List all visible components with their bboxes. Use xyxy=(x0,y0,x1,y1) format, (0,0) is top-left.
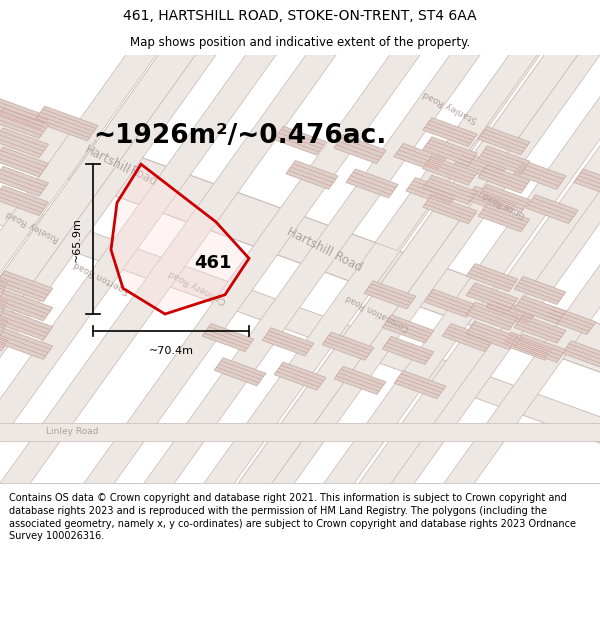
Polygon shape xyxy=(274,362,326,390)
Polygon shape xyxy=(325,0,600,541)
Text: Coronation Road: Coronation Road xyxy=(345,292,411,332)
Polygon shape xyxy=(169,0,575,541)
Text: 461: 461 xyxy=(194,254,232,272)
Polygon shape xyxy=(0,0,251,541)
Polygon shape xyxy=(364,281,416,309)
Polygon shape xyxy=(478,184,530,213)
Polygon shape xyxy=(514,315,566,343)
Polygon shape xyxy=(544,306,596,334)
Polygon shape xyxy=(229,0,600,541)
Text: Road: Road xyxy=(128,164,160,189)
Polygon shape xyxy=(0,290,53,321)
Polygon shape xyxy=(394,143,446,172)
Text: Hartshill Road: Hartshill Road xyxy=(284,225,364,274)
Polygon shape xyxy=(423,175,477,204)
Polygon shape xyxy=(346,169,398,198)
Polygon shape xyxy=(466,302,518,330)
Polygon shape xyxy=(49,0,455,541)
Polygon shape xyxy=(334,135,386,164)
Text: Grice Road: Grice Road xyxy=(481,191,527,219)
Polygon shape xyxy=(454,152,506,181)
Text: ~70.4m: ~70.4m xyxy=(148,346,193,356)
Polygon shape xyxy=(514,161,566,189)
Polygon shape xyxy=(286,161,338,189)
Polygon shape xyxy=(574,169,600,198)
Polygon shape xyxy=(204,0,600,541)
Text: Riseley Road: Riseley Road xyxy=(5,209,61,244)
Polygon shape xyxy=(466,321,518,349)
Polygon shape xyxy=(0,309,53,340)
Polygon shape xyxy=(0,186,49,216)
Polygon shape xyxy=(202,324,254,352)
Polygon shape xyxy=(502,332,554,360)
Polygon shape xyxy=(514,296,566,324)
Text: Egerton Road: Egerton Road xyxy=(73,260,131,296)
Polygon shape xyxy=(514,276,566,304)
Polygon shape xyxy=(466,283,518,311)
Polygon shape xyxy=(0,0,191,541)
Polygon shape xyxy=(274,126,326,155)
Text: Linley Road: Linley Road xyxy=(46,428,98,436)
Polygon shape xyxy=(0,301,11,332)
Polygon shape xyxy=(478,126,530,155)
Polygon shape xyxy=(382,315,434,343)
Polygon shape xyxy=(0,166,49,196)
Polygon shape xyxy=(0,98,50,132)
Polygon shape xyxy=(111,164,249,314)
Polygon shape xyxy=(322,332,374,360)
Polygon shape xyxy=(0,0,371,541)
Polygon shape xyxy=(484,298,536,326)
Polygon shape xyxy=(0,320,11,351)
Polygon shape xyxy=(0,128,49,158)
Polygon shape xyxy=(514,334,566,362)
Polygon shape xyxy=(424,289,476,318)
Polygon shape xyxy=(562,341,600,369)
Polygon shape xyxy=(478,146,530,174)
Polygon shape xyxy=(409,0,600,541)
Text: ~65.9m: ~65.9m xyxy=(72,217,82,261)
Polygon shape xyxy=(0,109,49,138)
Polygon shape xyxy=(466,186,518,215)
Polygon shape xyxy=(442,324,494,352)
Polygon shape xyxy=(0,281,11,312)
Polygon shape xyxy=(109,0,515,541)
Polygon shape xyxy=(289,0,600,541)
Polygon shape xyxy=(0,45,600,433)
Polygon shape xyxy=(214,357,266,386)
Polygon shape xyxy=(478,204,530,232)
Polygon shape xyxy=(406,177,458,206)
Polygon shape xyxy=(423,156,477,185)
Text: Hartshill: Hartshill xyxy=(83,143,133,177)
Polygon shape xyxy=(34,106,98,141)
Polygon shape xyxy=(349,0,600,541)
Polygon shape xyxy=(0,422,600,441)
Polygon shape xyxy=(0,271,53,302)
Polygon shape xyxy=(0,89,2,124)
Polygon shape xyxy=(478,165,530,193)
Polygon shape xyxy=(262,328,314,356)
Text: ~1926m²/~0.476ac.: ~1926m²/~0.476ac. xyxy=(93,123,386,149)
Polygon shape xyxy=(382,336,434,364)
Polygon shape xyxy=(423,194,477,224)
Polygon shape xyxy=(0,109,600,480)
Polygon shape xyxy=(0,147,49,177)
Polygon shape xyxy=(0,0,229,541)
Polygon shape xyxy=(375,14,561,251)
Polygon shape xyxy=(423,118,477,147)
Text: Cannery Road: Cannery Road xyxy=(167,268,229,304)
Polygon shape xyxy=(0,0,311,541)
Polygon shape xyxy=(466,264,518,292)
Polygon shape xyxy=(526,194,578,224)
Polygon shape xyxy=(423,137,477,166)
Polygon shape xyxy=(334,366,386,394)
Text: Contains OS data © Crown copyright and database right 2021. This information is : Contains OS data © Crown copyright and d… xyxy=(9,493,576,541)
Polygon shape xyxy=(0,329,53,359)
Text: Stanley Road: Stanley Road xyxy=(421,89,479,124)
Text: Map shows position and indicative extent of the property.: Map shows position and indicative extent… xyxy=(130,36,470,49)
Polygon shape xyxy=(0,262,11,293)
Polygon shape xyxy=(394,371,446,399)
Text: 461, HARTSHILL ROAD, STOKE-ON-TRENT, ST4 6AA: 461, HARTSHILL ROAD, STOKE-ON-TRENT, ST4… xyxy=(123,9,477,24)
